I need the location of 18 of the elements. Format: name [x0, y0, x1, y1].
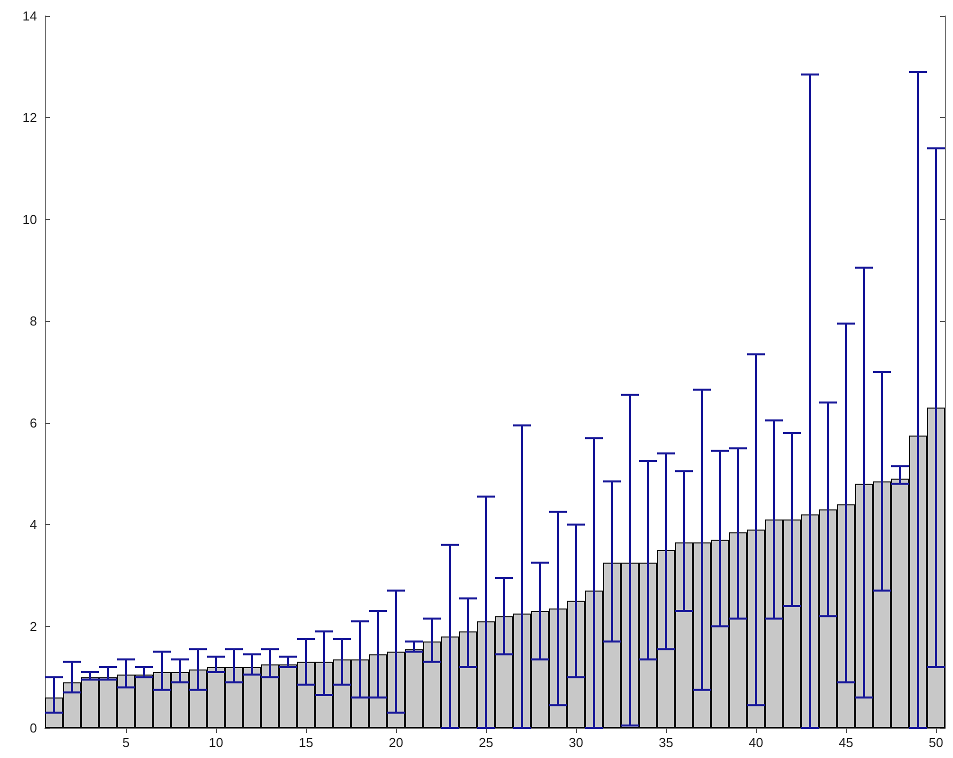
x-tick-label: 10	[208, 735, 224, 750]
y-tick-label: 4	[30, 517, 37, 532]
x-tick-label: 40	[748, 735, 764, 750]
y-tick-label: 14	[22, 8, 37, 24]
x-tick-label: 20	[388, 735, 404, 750]
x-tick-label: 25	[478, 735, 494, 750]
y-tick-label: 2	[30, 618, 37, 634]
y-tick-label: 8	[30, 314, 37, 329]
x-tick-label: 15	[298, 735, 314, 750]
x-tick-label: 50	[928, 735, 944, 750]
y-tick-label: 10	[22, 212, 37, 227]
y-tick-label: 12	[22, 110, 37, 126]
x-tick-label: 30	[568, 735, 584, 750]
x-tick-label: 45	[838, 735, 854, 750]
y-tick-label: 0	[30, 720, 37, 736]
x-tick-label: 35	[658, 735, 674, 750]
x-tick-label: 5	[122, 735, 130, 750]
y-tick-label: 6	[30, 415, 37, 430]
